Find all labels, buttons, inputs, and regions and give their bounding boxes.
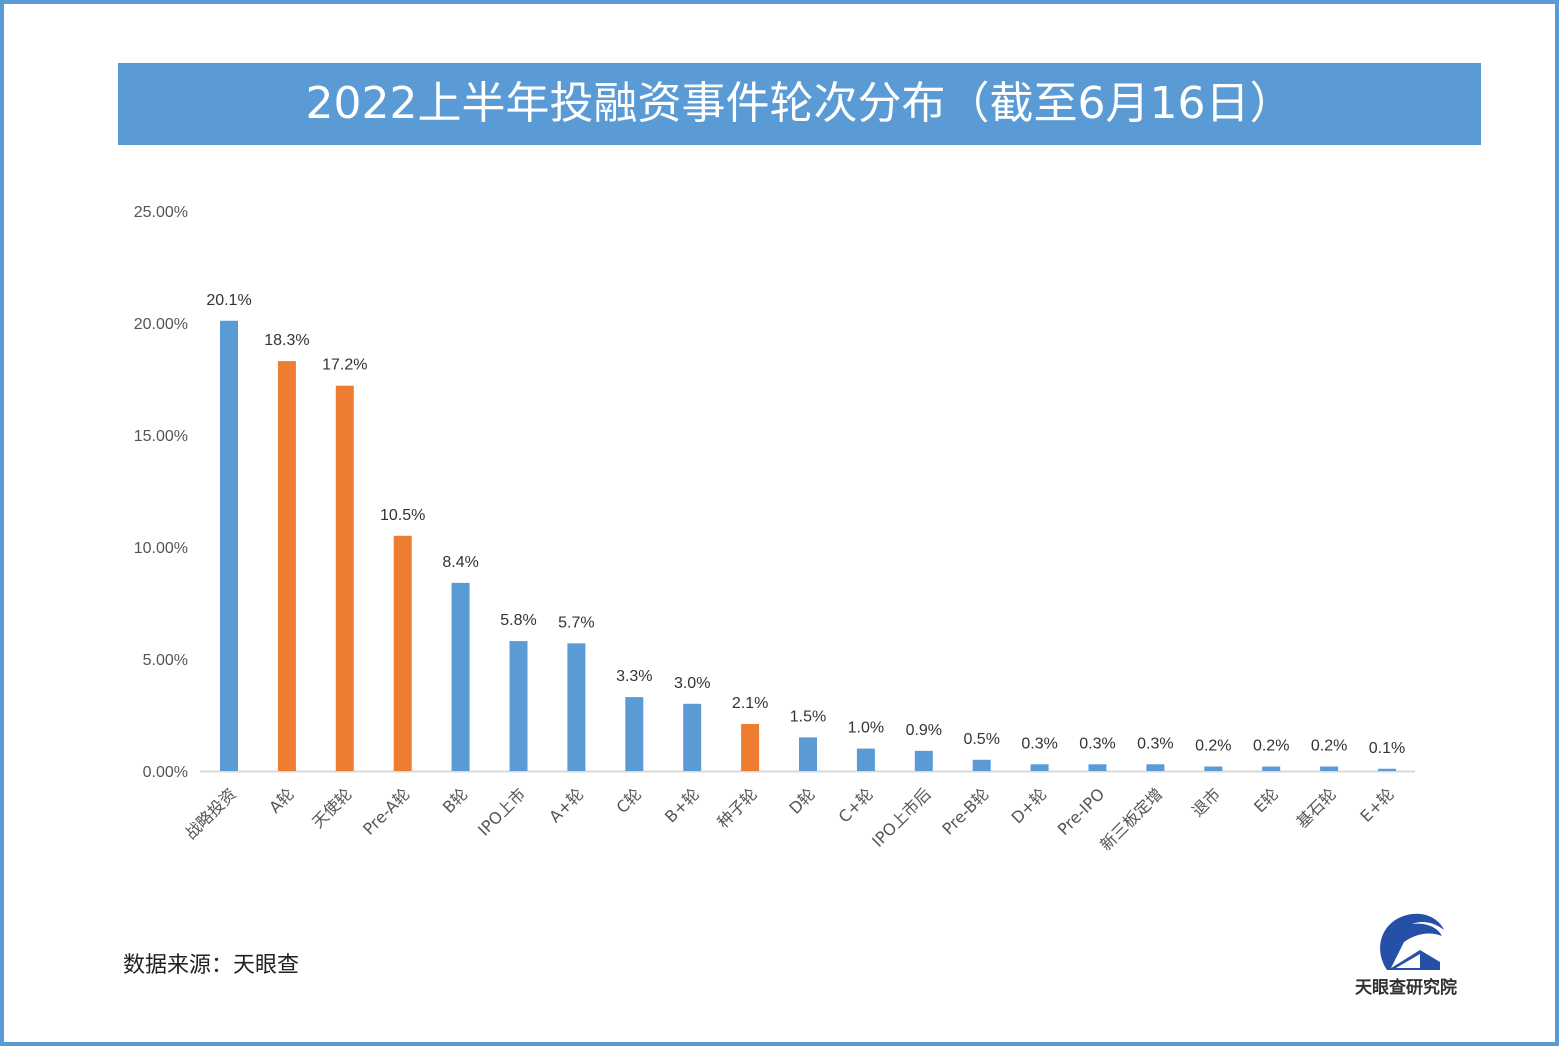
x-tick-label: D轮 <box>785 784 818 817</box>
x-tick-label: Pre-IPO <box>1054 784 1109 839</box>
x-tick-label: B+轮 <box>661 784 703 826</box>
bar-20 <box>1320 766 1339 771</box>
y-tick-label: 25.00% <box>134 204 188 221</box>
data-label: 0.5% <box>963 731 999 748</box>
x-tick-label: E+轮 <box>1356 784 1397 825</box>
data-label: 8.4% <box>442 554 478 571</box>
x-tick-label: 种子轮 <box>714 784 761 831</box>
bar-5 <box>451 582 470 771</box>
bar-21 <box>1378 768 1396 771</box>
data-label: 0.9% <box>906 722 942 739</box>
data-source: 数据来源：天眼查 <box>123 953 300 978</box>
data-label: 10.5% <box>380 507 425 524</box>
bar-17 <box>1146 764 1165 771</box>
data-label: 20.1% <box>206 292 251 309</box>
bar-11 <box>799 737 817 771</box>
x-tick-label: 战略投资 <box>181 784 240 843</box>
x-tick-label: IPO上市 <box>474 784 529 839</box>
y-tick-label: 5.00% <box>143 652 188 669</box>
x-tick-label: C轮 <box>612 784 645 817</box>
x-tick-label: Pre-B轮 <box>938 784 992 838</box>
y-tick-label: 10.00% <box>134 540 188 557</box>
data-label: 0.2% <box>1195 738 1231 755</box>
bar-19 <box>1262 766 1281 771</box>
data-label: 0.1% <box>1369 740 1405 757</box>
bar-8 <box>625 697 644 771</box>
x-tick-label: D+轮 <box>1007 784 1050 827</box>
data-label: 5.8% <box>500 612 536 629</box>
tianyancha-logo-icon <box>1380 913 1444 970</box>
bar-4 <box>393 535 412 771</box>
bar-9 <box>683 703 702 771</box>
data-label: 17.2% <box>322 357 367 374</box>
data-label: 5.7% <box>558 614 594 631</box>
data-label: 3.0% <box>674 675 710 692</box>
x-tick-label: 新三板定增 <box>1096 784 1166 854</box>
bar-13 <box>914 750 933 771</box>
bar-12 <box>856 748 875 771</box>
x-tick-label: Pre-A轮 <box>359 784 413 838</box>
bar-1 <box>220 320 238 771</box>
x-tick-label: A+轮 <box>545 784 587 826</box>
logo-text: 天眼查研究院 <box>1355 978 1457 998</box>
bar-3 <box>335 385 354 771</box>
x-tick-label: 退市 <box>1188 784 1224 820</box>
x-tick-label: C+轮 <box>835 784 877 826</box>
x-tick-label: E轮 <box>1250 784 1282 816</box>
chart-title: 2022上半年投融资事件轮次分布（截至6月16日） <box>118 63 1481 145</box>
data-label: 3.3% <box>616 668 652 685</box>
data-label: 2.1% <box>732 695 768 712</box>
data-label: 0.2% <box>1311 738 1347 755</box>
data-label: 1.5% <box>790 708 826 725</box>
bar-6 <box>509 641 528 771</box>
data-label: 0.3% <box>1137 735 1173 752</box>
data-label: 1.0% <box>848 720 884 737</box>
data-label: 0.3% <box>1021 735 1057 752</box>
x-tick-label: A轮 <box>265 784 297 816</box>
bar-16 <box>1088 764 1107 771</box>
bar-10 <box>741 723 760 771</box>
data-label: 18.3% <box>264 332 309 349</box>
x-tick-label: IPO上市后 <box>868 784 934 850</box>
x-tick-label: 基石轮 <box>1293 784 1340 831</box>
data-label: 0.2% <box>1253 738 1289 755</box>
y-tick-label: 15.00% <box>134 428 188 445</box>
x-tick-label: B轮 <box>439 784 472 817</box>
bar-14 <box>972 759 991 771</box>
y-tick-label: 20.00% <box>134 316 188 333</box>
bar-2 <box>277 361 296 771</box>
y-tick-label: 0.00% <box>143 764 188 781</box>
bar-18 <box>1204 766 1223 771</box>
bar-15 <box>1030 764 1049 771</box>
data-label: 0.3% <box>1079 735 1115 752</box>
x-tick-label: 天使轮 <box>308 784 355 831</box>
bar-7 <box>567 643 586 771</box>
